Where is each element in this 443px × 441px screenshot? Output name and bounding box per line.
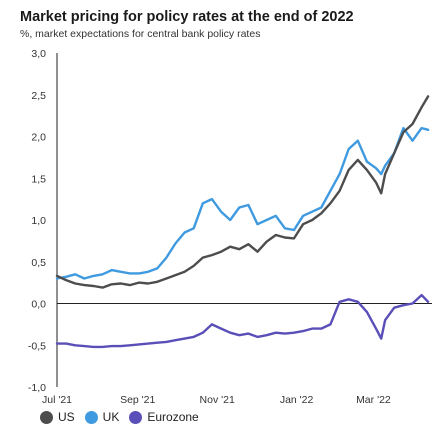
series-line-uk bbox=[55, 126, 430, 280]
series-line-us bbox=[55, 95, 430, 289]
y-tick-label: 3,0 bbox=[31, 48, 46, 60]
y-tick-label: 1,0 bbox=[31, 215, 46, 227]
legend-item-eurozone: Eurozone bbox=[129, 410, 199, 424]
y-tick-label: 1,5 bbox=[31, 173, 46, 185]
chart-subtitle: %, market expectations for central bank … bbox=[20, 28, 261, 40]
y-tick-label: 2,5 bbox=[31, 90, 46, 102]
legend-label-eurozone: Eurozone bbox=[147, 410, 199, 424]
x-tick-label: Nov '21 bbox=[200, 394, 235, 406]
y-tick-label: -1,0 bbox=[28, 382, 46, 394]
x-tick-label: Sep '21 bbox=[120, 394, 155, 406]
legend-swatch-eurozone bbox=[129, 410, 143, 424]
legend-item-uk: UK bbox=[84, 410, 120, 424]
x-tick-label: Jul '21 bbox=[42, 394, 72, 406]
y-tick-label: -0,5 bbox=[28, 340, 46, 352]
legend-swatch-us bbox=[40, 410, 53, 424]
y-tick-label: 2,0 bbox=[31, 132, 46, 144]
legend-label-uk: UK bbox=[102, 410, 120, 424]
y-tick-label: 0,0 bbox=[31, 299, 46, 311]
y-tick-label: 0,5 bbox=[31, 257, 46, 269]
legend-item-us: US bbox=[40, 410, 75, 424]
chart-legend: US UK Eurozone bbox=[40, 410, 209, 424]
legend-label-us: US bbox=[58, 410, 75, 424]
series-line-eurozone bbox=[55, 293, 430, 349]
x-tick-label: Jan '22 bbox=[280, 394, 314, 406]
x-tick-label: Mar '22 bbox=[356, 394, 391, 406]
chart-title: Market pricing for policy rates at the e… bbox=[20, 9, 354, 25]
legend-swatch-uk bbox=[84, 410, 98, 424]
